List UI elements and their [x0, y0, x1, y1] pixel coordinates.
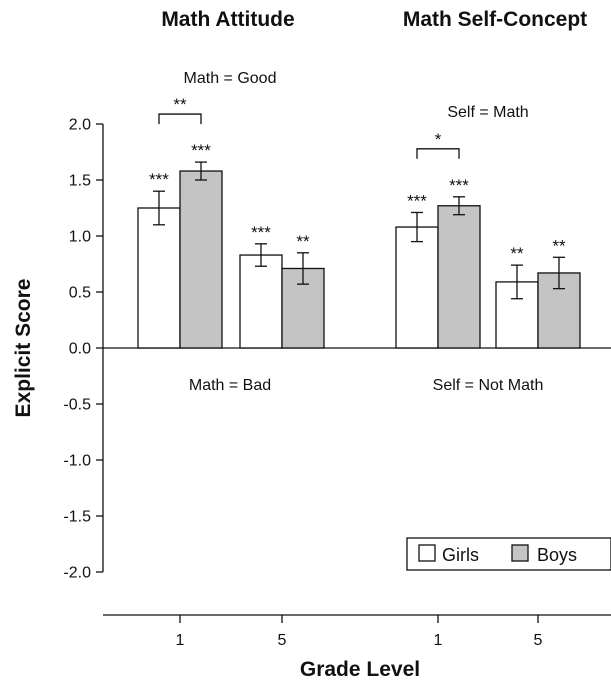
x-tick-label: 1	[176, 632, 185, 649]
legend-box	[406, 537, 611, 571]
significance-label: **	[510, 244, 524, 263]
y-tick-label: -2.0	[63, 565, 91, 582]
comparison-bracket	[158, 113, 202, 125]
annotation-math-bad: Math = Bad	[189, 377, 271, 394]
y-tick-label: 1.0	[69, 229, 91, 246]
y-tick-label: 0.0	[69, 341, 91, 358]
bar-girls-grade-1	[395, 226, 439, 349]
annotation-self-math: Self = Math	[447, 104, 528, 121]
y-tick-label: -1.5	[63, 509, 91, 526]
comparison-significance-label: **	[173, 95, 187, 114]
legend-swatch-boys	[511, 544, 529, 562]
legend: Girls Boys	[406, 537, 611, 571]
x-tick-label: 5	[278, 632, 287, 649]
significance-label: **	[296, 232, 310, 251]
significance-label: ***	[149, 170, 169, 189]
y-tick-label: -0.5	[63, 397, 91, 414]
significance-label: ***	[407, 191, 427, 210]
annotation-math-good: Math = Good	[184, 70, 277, 87]
bar-boys-grade-1	[179, 170, 223, 349]
significance-label: **	[552, 236, 566, 255]
bar-boys-grade-1	[437, 205, 481, 349]
bar-girls-grade-5	[239, 254, 283, 349]
annotation-self-not-math: Self = Not Math	[433, 377, 544, 394]
x-tick-label: 5	[534, 632, 543, 649]
legend-swatch-girls	[418, 544, 436, 562]
x-axis-title: Grade Level	[300, 658, 420, 681]
panel-title-math-self-concept: Math Self-Concept	[403, 8, 587, 31]
plot-area: 2.01.51.00.50.0-0.5-1.0-1.5-2.01********…	[63, 95, 611, 649]
comparison-significance-label: *	[435, 130, 442, 149]
y-axis-title: Explicit Score	[12, 279, 35, 418]
legend-label-boys: Boys	[537, 545, 577, 565]
legend-label-girls: Girls	[442, 545, 479, 565]
y-tick-label: 2.0	[69, 117, 91, 134]
y-tick-label: 1.5	[69, 173, 91, 190]
panel-title-math-attitude: Math Attitude	[161, 8, 294, 31]
significance-label: ***	[191, 141, 211, 160]
y-tick-label: 0.5	[69, 285, 91, 302]
comparison-bracket	[416, 148, 460, 159]
significance-label: ***	[251, 223, 271, 242]
significance-label: ***	[449, 176, 469, 195]
bar-girls-grade-1	[137, 207, 181, 349]
x-tick-label: 1	[434, 632, 443, 649]
y-tick-label: -1.0	[63, 453, 91, 470]
